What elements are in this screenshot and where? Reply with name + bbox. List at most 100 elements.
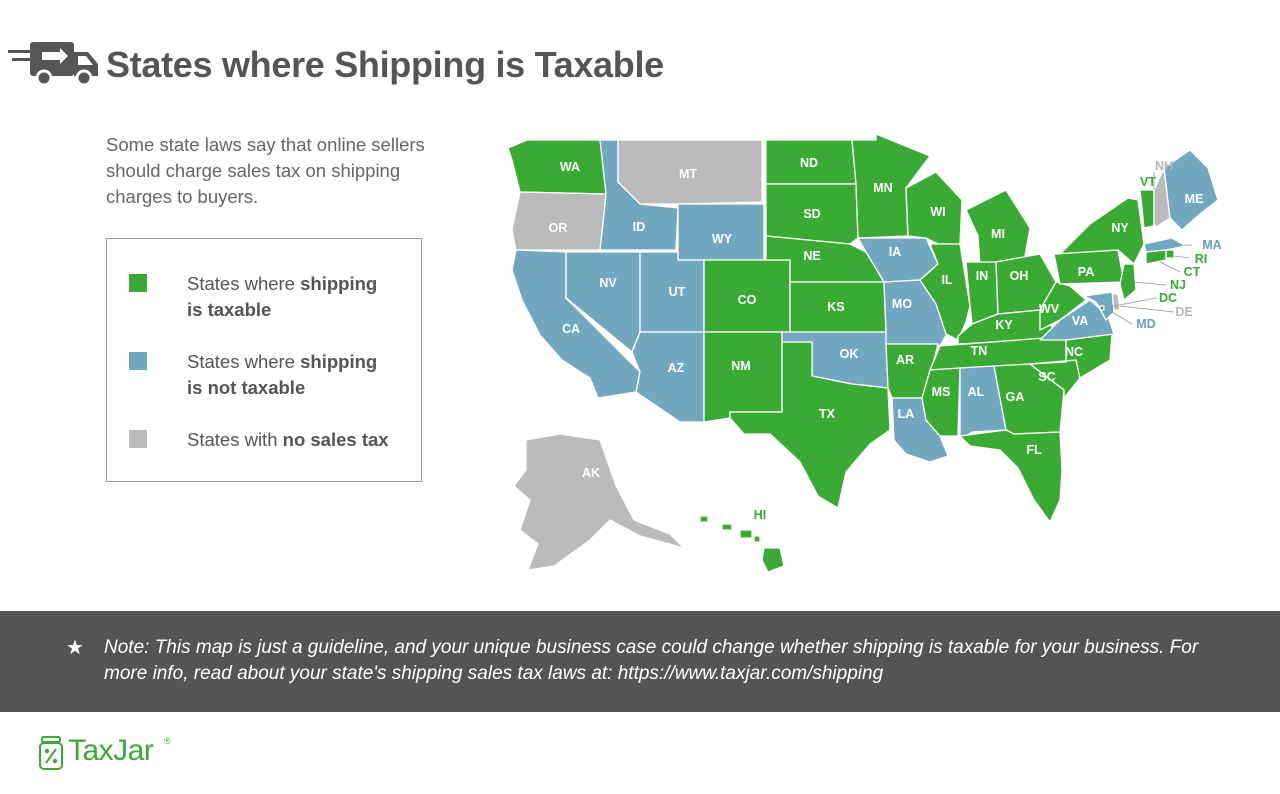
state-il [919,243,971,341]
state-label-wv: WV [1039,302,1060,316]
state-hi [739,529,753,539]
legend-label-bold: is taxable [187,299,272,320]
legend-label-bold: shipping [300,351,378,372]
state-label-mn: MN [873,181,892,195]
state-label-al: AL [968,385,985,399]
state-me [1163,149,1219,231]
state-label-wi: WI [930,205,945,219]
state-wv [1039,281,1087,331]
state-label-sc: SC [1038,370,1055,384]
state-dc [1099,305,1105,311]
state-label-in: IN [976,269,989,283]
label-leader-line [1111,311,1133,325]
state-label-co: CO [738,293,757,307]
state-label-ne: NE [803,249,820,263]
state-ri [1165,249,1175,259]
label-leader-line [1103,297,1157,309]
state-label-ca: CA [562,322,580,336]
state-sd [765,183,859,245]
state-label-nv: NV [599,276,617,290]
state-ak [513,433,685,571]
state-label-ga: GA [1006,390,1025,404]
state-label-mo: MO [892,297,912,311]
state-label-hi: HI [754,508,767,522]
state-label-ks: KS [827,300,844,314]
legend-label-bold: no sales tax [282,429,389,450]
state-tx [729,341,891,509]
state-label-mi: MI [991,227,1005,241]
legend-label-bold: shipping [300,273,378,294]
state-hi [761,547,785,573]
state-label-nm: NM [731,359,750,373]
state-label-nc: NC [1065,345,1083,359]
state-label-me: ME [1185,192,1204,206]
state-label-wy: WY [712,232,733,246]
state-label-az: AZ [668,361,685,375]
state-hi [699,515,709,523]
state-fl [959,429,1063,523]
state-label-ct: CT [1184,265,1201,279]
state-label-ok: OK [840,347,859,361]
page-title: States where Shipping is Taxable [106,44,664,85]
label-leader-line [1119,305,1175,313]
state-label-ak: AK [582,466,600,480]
state-label-pa: PA [1078,265,1094,279]
state-label-wa: WA [560,160,580,174]
state-nm [703,331,783,423]
state-label-tx: TX [819,407,836,421]
state-label-md: MD [1136,317,1155,331]
state-label-ny: NY [1111,221,1129,235]
state-label-nh: NH [1155,159,1173,173]
legend-swatch-taxable [129,274,147,292]
state-label-id: ID [633,220,646,234]
delivery-truck-icon [8,42,98,87]
state-vt [1139,189,1155,229]
state-label-mt: MT [679,167,697,181]
state-label-oh: OH [1010,269,1029,283]
state-label-de: DE [1175,305,1192,319]
state-label-or: OR [549,221,568,235]
state-nj [1119,263,1137,301]
state-label-vt: VT [1140,175,1156,189]
state-label-ky: KY [995,318,1013,332]
state-label-va: VA [1072,314,1088,328]
state-label-ri: RI [1195,252,1208,266]
state-label-ar: AR [896,353,914,367]
us-states-map: WA OR CA NV ID MT WY UT AZ CO NM ND SD NE KS OK TX MN IA MO… [507,133,1222,573]
state-md [1083,291,1115,321]
note-text: Note: This map is just a guideline, and … [104,637,1199,684]
registered-mark: ® [164,736,171,746]
state-label-ms: MS [932,385,951,399]
legend-label: States with [187,429,283,450]
intro-text: Some state laws say that online sellers … [106,134,425,207]
state-label-il: IL [941,273,952,287]
note-banner: ★ Note: This map is just a guideline, an… [0,611,1280,712]
state-wa [507,139,607,195]
state-label-ut: UT [669,285,686,299]
state-label-fl: FL [1026,443,1042,457]
legend-label: States where [187,273,301,294]
state-nh [1153,167,1171,227]
state-label-la: LA [898,407,915,421]
legend-label: States where [187,351,301,372]
state-hi [721,523,733,531]
state-nc [1029,333,1113,379]
state-ct [1145,249,1167,265]
label-leader-line [1159,261,1181,273]
state-ma [1143,237,1187,253]
logo-text: TaxJar [68,734,154,767]
state-label-ma: MA [1202,238,1221,252]
star-icon: ★ [66,637,84,659]
label-leader-line [1133,281,1167,286]
state-label-tn: TN [971,344,988,358]
state-label-ia: IA [889,245,902,259]
legend-swatch-not-taxable [129,352,147,370]
state-az [631,331,705,423]
state-hi [753,535,761,543]
legend-swatch-no-sales-tax [129,430,147,448]
taxjar-logo: TaxJar ® [38,734,238,774]
state-label-nj: NJ [1170,278,1186,292]
jar-icon [39,736,63,770]
page-header: States where Shipping is Taxable [8,38,808,98]
state-label-dc: DC [1159,291,1177,305]
